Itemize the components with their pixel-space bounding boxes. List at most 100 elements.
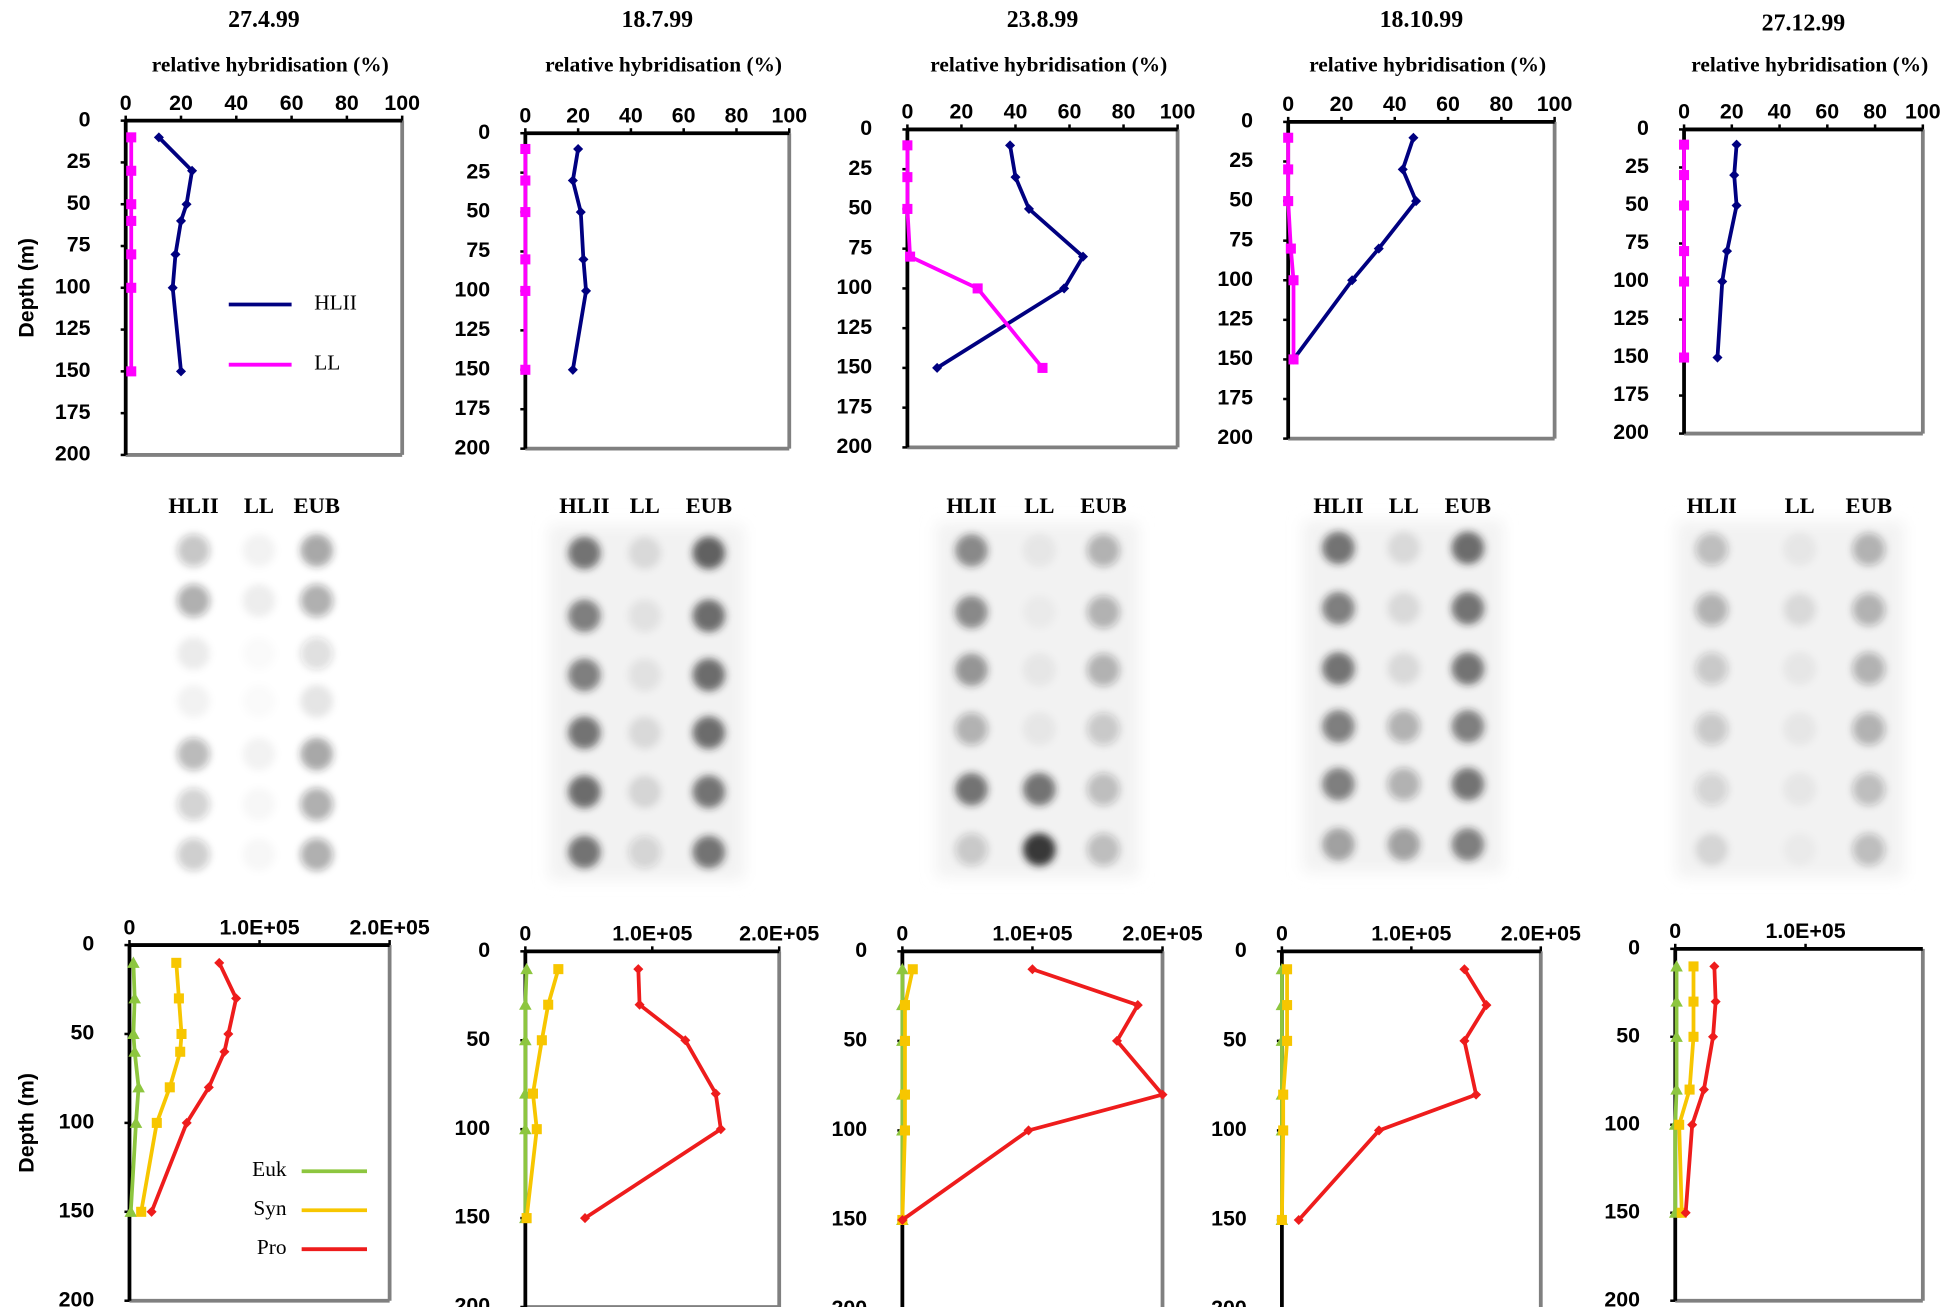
blot-spot	[1023, 596, 1056, 629]
y-tick-label: 0	[855, 938, 867, 962]
blot-spot	[243, 838, 276, 871]
marker	[136, 1207, 146, 1217]
blot-spot	[1452, 592, 1485, 625]
marker	[1282, 1000, 1292, 1010]
y-tick-label: 200	[59, 1287, 95, 1307]
marker	[1699, 1085, 1709, 1095]
x-tick-label: 80	[1863, 100, 1887, 124]
y-tick-label: 175	[837, 394, 873, 418]
blot-spot	[1695, 833, 1728, 866]
marker	[1708, 1032, 1718, 1042]
marker	[1712, 353, 1722, 363]
marker	[576, 207, 586, 217]
y-tick-label: 200	[1604, 1287, 1640, 1307]
blot-spot	[1087, 713, 1120, 746]
y-tick-label: 50	[67, 191, 91, 215]
y-tick-label: 0	[478, 120, 490, 144]
x-tick-label: 40	[1004, 100, 1028, 124]
marker	[174, 993, 184, 1003]
x-tick-label: 0	[519, 104, 531, 128]
marker	[126, 132, 136, 142]
blot-spot	[955, 654, 988, 687]
probe-label: LL	[244, 493, 274, 518]
blot-spot	[568, 775, 601, 808]
marker	[1408, 133, 1418, 143]
blot-spot	[1452, 828, 1485, 861]
y-tick-label: 0	[1628, 935, 1640, 959]
blot-spot	[177, 838, 210, 871]
chart-title: 18.7.99	[622, 7, 694, 33]
y-tick-label: 50	[1625, 192, 1649, 216]
x-tick-label: 60	[1815, 100, 1839, 124]
x-tick-label: 20	[1720, 100, 1744, 124]
blot-spot	[1387, 592, 1420, 625]
x-tick-label: 60	[1436, 92, 1460, 116]
y-tick-label: 100	[59, 1110, 95, 1134]
marker	[176, 216, 186, 226]
probe-label: HLII	[1313, 493, 1363, 518]
blot-spot	[692, 659, 725, 692]
marker	[1288, 354, 1298, 364]
marker	[1729, 170, 1739, 180]
marker	[1687, 1120, 1697, 1130]
marker	[1722, 246, 1732, 256]
blot-spot	[568, 537, 601, 570]
blot-spot	[955, 773, 988, 806]
blot-background	[1677, 522, 1904, 878]
y-tick-label: 100	[1613, 268, 1649, 292]
series-line	[902, 969, 1162, 1220]
figure: 27.4.99relative hybridisation (%)Depth (…	[0, 0, 1948, 1307]
blot-spot	[692, 836, 725, 869]
blot-spot	[243, 738, 276, 771]
y-tick-label: 50	[1616, 1023, 1640, 1047]
y-tick-label: 150	[837, 355, 873, 379]
y-tick-label: 200	[455, 435, 491, 459]
x-tick-label: 0	[519, 922, 531, 946]
blot-spot	[1087, 596, 1120, 629]
blot-spot	[1852, 652, 1885, 685]
marker	[908, 964, 918, 974]
marker	[1679, 246, 1689, 256]
y-tick-label: 125	[1217, 306, 1253, 330]
y-tick-label: 150	[832, 1207, 868, 1231]
blot-spot	[628, 537, 661, 570]
marker	[568, 365, 578, 375]
probe-label: HLII	[168, 493, 218, 518]
marker	[170, 249, 180, 259]
y-tick-label: 100	[55, 274, 91, 298]
marker	[973, 283, 983, 293]
blot-spot	[300, 738, 333, 771]
x-tick-label: 80	[725, 104, 749, 128]
blot-spot	[955, 833, 988, 866]
marker	[152, 1118, 162, 1128]
marker	[1679, 170, 1689, 180]
x-tick-label: 80	[1112, 100, 1136, 124]
legend-label: HLII	[314, 290, 357, 314]
x-tick-label: 40	[619, 104, 643, 128]
y-tick-label: 125	[1613, 306, 1649, 330]
marker	[1709, 961, 1719, 971]
y-tick-label: 75	[466, 238, 490, 262]
y-tick-label: 0	[1241, 109, 1253, 133]
y-tick-label: 75	[1229, 227, 1253, 251]
x-tick-label: 0	[1678, 100, 1690, 124]
blot-background	[1303, 520, 1503, 872]
x-tick-label: 2.0E+05	[350, 915, 430, 939]
blot-spot	[568, 836, 601, 869]
blot-spot	[1087, 654, 1120, 687]
marker	[1670, 995, 1683, 1006]
x-tick-label: 80	[1489, 92, 1513, 116]
marker	[1278, 1125, 1288, 1135]
blot-spot	[243, 584, 276, 617]
blot-spot	[628, 836, 661, 869]
y-tick-label: 0	[478, 938, 490, 962]
blot-spot	[1322, 532, 1355, 565]
marker	[175, 1047, 185, 1057]
marker	[168, 283, 178, 293]
blot-spot	[1695, 652, 1728, 685]
probe-label: EUB	[1445, 493, 1491, 518]
probe-label: EUB	[1846, 493, 1892, 518]
y-tick-label: 0	[82, 932, 94, 956]
marker	[902, 172, 912, 182]
marker	[1277, 1215, 1287, 1225]
